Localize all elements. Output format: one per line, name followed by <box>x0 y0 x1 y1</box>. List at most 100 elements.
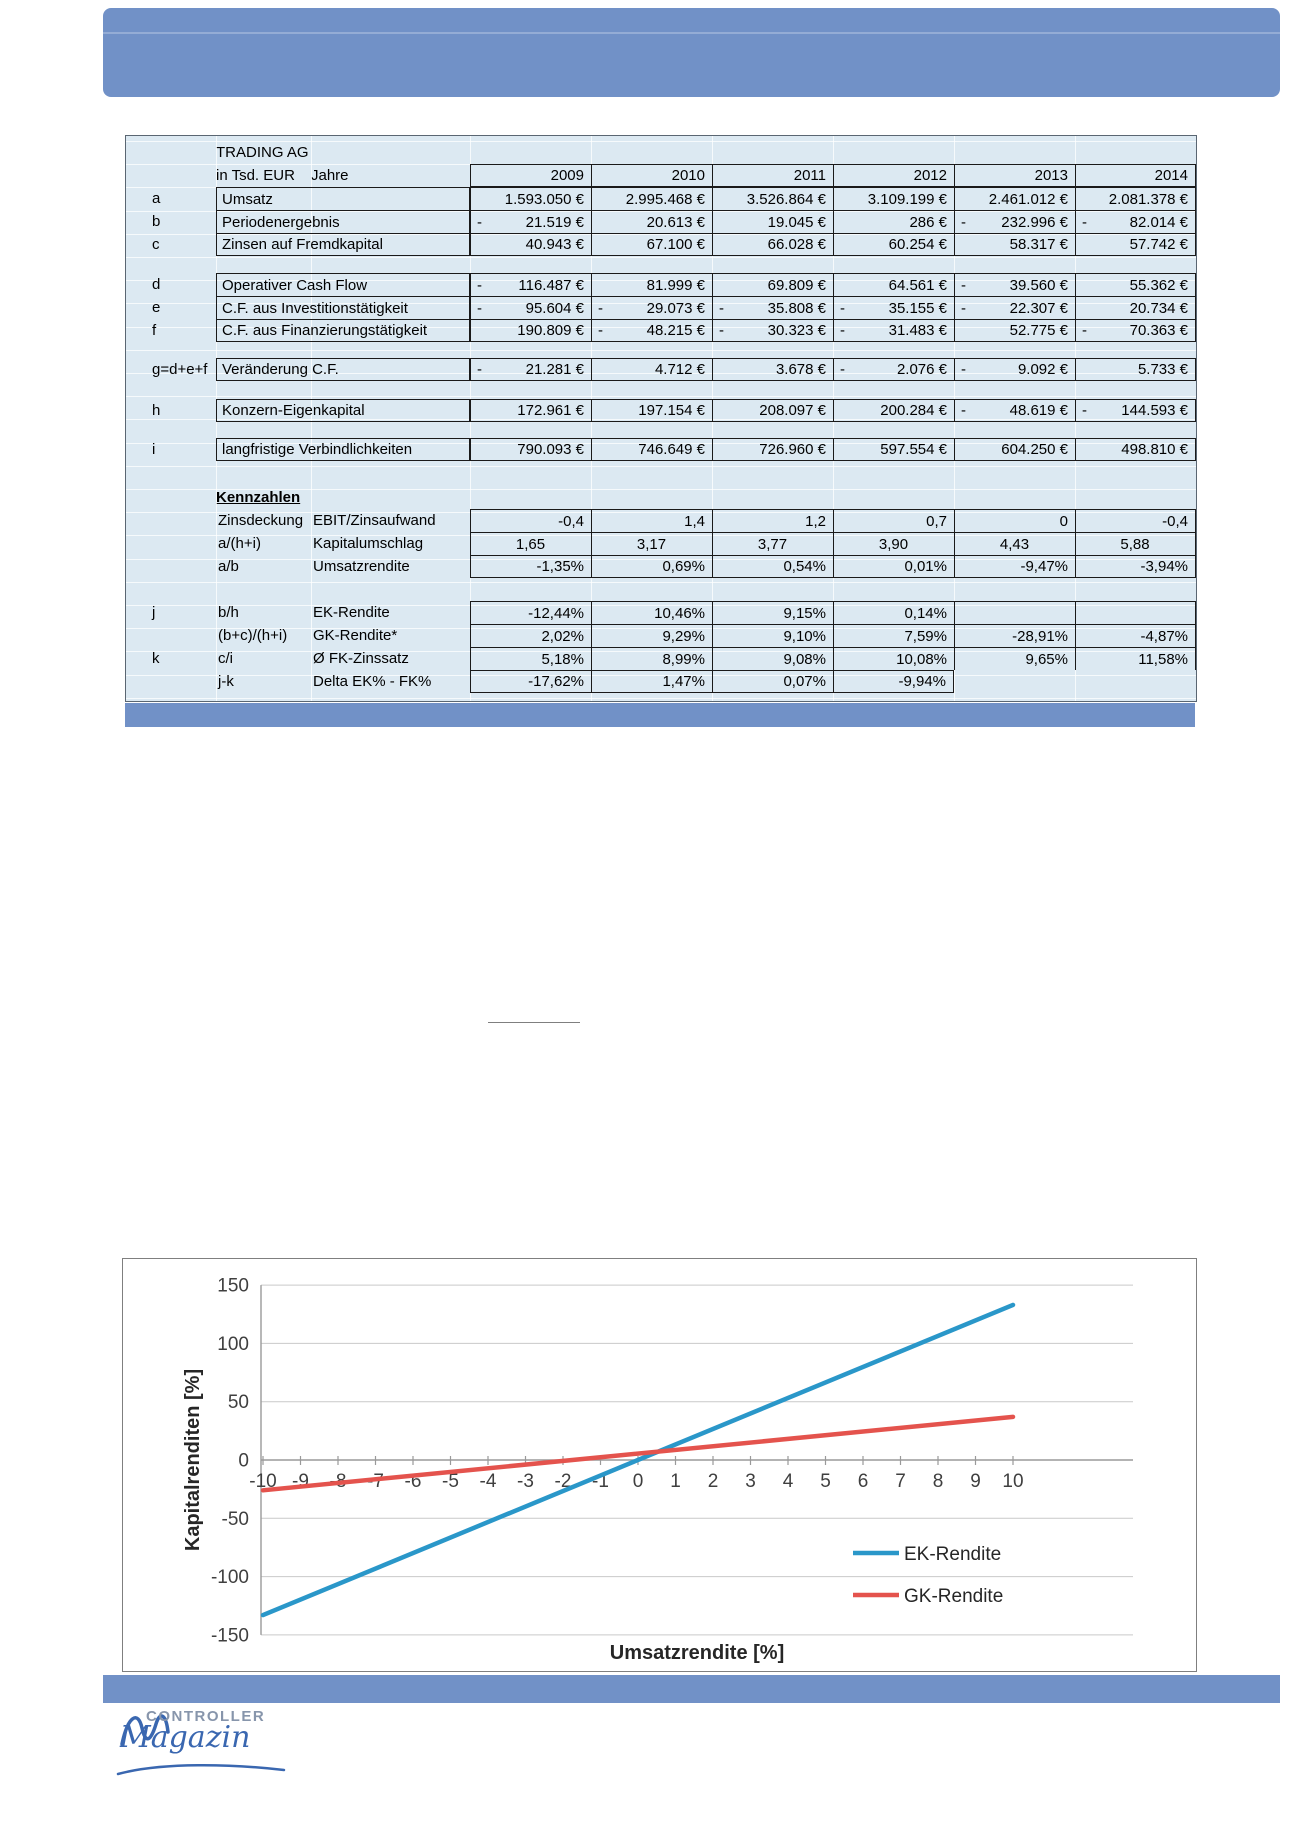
value-cell: 172.961 € <box>470 399 591 422</box>
row-letter: f <box>152 322 157 339</box>
ratio-value-cell: -12,44% <box>470 601 591 624</box>
row-letter: j <box>152 604 156 621</box>
gridline <box>126 280 1196 282</box>
ratio-value-cell: -9,47% <box>954 555 1075 578</box>
x-tick-label: 9 <box>970 1471 981 1492</box>
gridline <box>126 349 1196 351</box>
value-cell: 57.742 € <box>1075 233 1196 256</box>
ratio-value-cell: 0,07% <box>712 670 833 693</box>
ratio-label: Kapitalumschlag <box>313 535 424 552</box>
ratio-value-cell: 5,88 <box>1075 532 1196 555</box>
ratio-formula: Zinsdeckung <box>218 512 304 529</box>
gridline <box>126 512 1196 514</box>
y-tick-label: -150 <box>211 1625 249 1646</box>
value-cell: 726.960 € <box>712 438 833 461</box>
ratio-value-cell: 0,69% <box>591 555 712 578</box>
value-cell: -116.487 € <box>470 273 591 296</box>
value-cell: 200.284 € <box>833 399 954 422</box>
gridline <box>126 605 1196 606</box>
gridline <box>311 136 312 701</box>
ratio-value-cell: 0,7 <box>833 509 954 532</box>
x-tick-label: -4 <box>480 1471 497 1492</box>
gridline <box>126 558 1196 560</box>
company-title: TRADING AG <box>216 144 309 161</box>
value-cell: 81.999 € <box>591 273 712 296</box>
value-cell: -35.155 € <box>833 296 954 319</box>
x-tick-label: 1 <box>670 1471 681 1492</box>
gridline <box>126 465 1196 467</box>
value-cell: 4.712 € <box>591 358 712 381</box>
value-cell: 58.317 € <box>954 233 1075 256</box>
ratio-value-cell: 10,46% <box>591 601 712 624</box>
year-header-cell: 2014 <box>1075 164 1196 187</box>
legend-label: EK-Rendite <box>904 1544 1001 1565</box>
ratio-label: GK-Rendite* <box>313 627 398 644</box>
ratio-formula: a/(h+i) <box>218 535 261 552</box>
ratio-label: EK-Rendite <box>313 604 390 621</box>
y-tick-label: 100 <box>217 1334 249 1355</box>
gridline <box>126 697 1196 699</box>
x-tick-label: -3 <box>517 1471 534 1492</box>
ratio-value-cell: 9,10% <box>712 624 833 647</box>
gridline <box>126 141 1196 142</box>
kennzahlen-title: Kennzahlen <box>216 489 301 506</box>
value-cell: 69.809 € <box>712 273 833 296</box>
row-label: C.F. aus Finanzierungstätigkeit <box>216 319 470 342</box>
y-axis-title: Kapitalrenditen [%] <box>182 1369 204 1551</box>
ratio-value-cell: 3,17 <box>591 532 712 555</box>
row-label: Periodenergebnis <box>216 210 470 233</box>
ratio-value-cell: 9,65% <box>954 647 1075 670</box>
gridline <box>126 303 1196 305</box>
ratio-value-cell: 11,58% <box>1075 647 1196 670</box>
ratio-value-cell: -0,4 <box>1075 509 1196 532</box>
value-cell: -232.996 € <box>954 210 1075 233</box>
ratio-value-cell: 9,08% <box>712 647 833 670</box>
year-header-cell: 2011 <box>712 164 833 187</box>
x-tick-label: 5 <box>820 1471 831 1492</box>
gridline <box>126 419 1196 421</box>
value-cell: 190.809 € <box>470 319 591 342</box>
row-label: Veränderung C.F. <box>216 358 470 381</box>
ratio-value-cell: -1,35% <box>470 555 591 578</box>
value-cell: -2.076 € <box>833 358 954 381</box>
ratio-value-cell: 0,14% <box>833 601 954 624</box>
ratio-value-cell: 2,02% <box>470 624 591 647</box>
gridline <box>126 442 1196 444</box>
series-GK-Rendite <box>260 1414 1016 1493</box>
ratio-value-cell: -4,87% <box>1075 624 1196 647</box>
value-cell: -21.519 € <box>470 210 591 233</box>
ratio-value-cell: -9,94% <box>833 670 954 693</box>
row-letter: h <box>152 402 161 419</box>
value-cell: 597.554 € <box>833 438 954 461</box>
ratio-value-cell: 8,99% <box>591 647 712 670</box>
controller-magazin-logo: CONTROLLER Magazin <box>112 1698 302 1798</box>
value-cell: -9.092 € <box>954 358 1075 381</box>
value-cell: 20.613 € <box>591 210 712 233</box>
value-cell: -31.483 € <box>833 319 954 342</box>
ratio-formula: a/b <box>218 558 239 575</box>
value-cell: 790.093 € <box>470 438 591 461</box>
value-cell: 5.733 € <box>1075 358 1196 381</box>
value-cell: 40.943 € <box>470 233 591 256</box>
value-cell: 67.100 € <box>591 233 712 256</box>
value-cell: 19.045 € <box>712 210 833 233</box>
value-cell: -70.363 € <box>1075 319 1196 342</box>
year-header-cell: 2012 <box>833 164 954 187</box>
unit-label: in Tsd. EUR <box>216 167 295 184</box>
x-tick-label: 8 <box>933 1471 944 1492</box>
legend-label: GK-Rendite <box>904 1586 1003 1607</box>
year-header-cell: 2009 <box>470 164 591 187</box>
ratio-value-cell: 4,43 <box>954 532 1075 555</box>
ratio-value-cell: -28,91% <box>954 624 1075 647</box>
y-tick-label: 50 <box>228 1392 249 1413</box>
value-cell: 2.081.378 € <box>1075 187 1196 210</box>
logo-swoosh-icon <box>116 1714 286 1776</box>
y-tick-label: 0 <box>238 1451 249 1472</box>
value-cell: 2.461.012 € <box>954 187 1075 210</box>
x-tick-label: -2 <box>555 1471 572 1492</box>
row-label: Zinsen auf Fremdkapital <box>216 233 470 256</box>
row-letter: a <box>152 190 161 207</box>
value-cell: 52.775 € <box>954 319 1075 342</box>
ratio-formula: j-k <box>218 673 234 690</box>
ratio-value-cell: 1,65 <box>470 532 591 555</box>
